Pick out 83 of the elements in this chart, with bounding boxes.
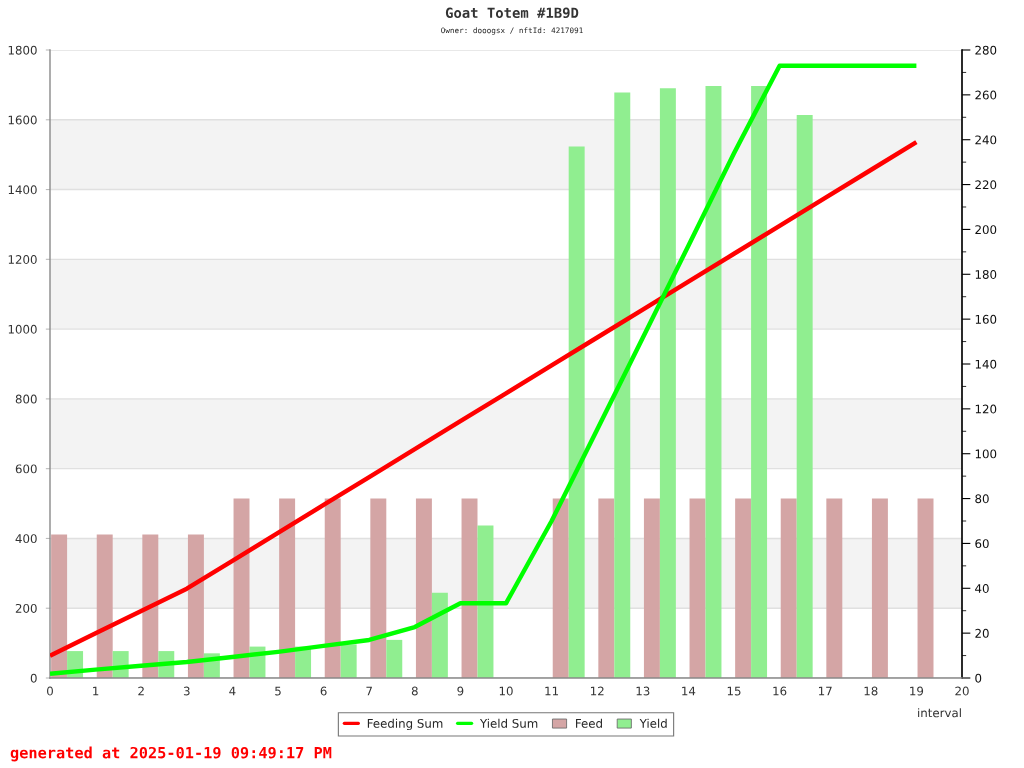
- y-tick-label: 0: [30, 673, 37, 683]
- bar: [461, 498, 478, 678]
- x-tick-label: 8: [411, 686, 418, 696]
- y2-tick-label: 160: [975, 314, 997, 324]
- y-tick-label: 1000: [8, 324, 37, 334]
- x-tick-label: 11: [545, 686, 559, 696]
- bar: [659, 88, 676, 678]
- bar: [705, 85, 722, 678]
- legend-label: Yield: [639, 718, 667, 728]
- y-tick-label: 1600: [8, 115, 37, 125]
- x-tick-label: 6: [320, 686, 327, 696]
- bar: [796, 115, 813, 678]
- y2-tick-label: 260: [975, 90, 997, 100]
- bar: [643, 498, 660, 678]
- x-tick-label: 10: [499, 686, 513, 696]
- bar: [279, 498, 296, 678]
- y2-tick-label: 20: [975, 628, 989, 638]
- y2-tick-label: 280: [975, 45, 997, 55]
- line-series: [50, 63, 919, 677]
- bar: [751, 85, 768, 678]
- bar: [871, 498, 888, 678]
- bar: [340, 644, 357, 678]
- bar: [370, 498, 387, 678]
- bar: [552, 498, 569, 678]
- legend-label: Feeding Sum: [367, 718, 443, 731]
- y-tick-label: 800: [15, 394, 37, 404]
- x-tick-label: 9: [457, 686, 464, 696]
- x-tick-label: 5: [275, 686, 281, 696]
- bar: [689, 498, 706, 678]
- bar: [415, 498, 432, 678]
- y2-tick-label: 200: [975, 225, 997, 235]
- x-tick-label: 2: [138, 686, 144, 696]
- x-tick-label: 16: [773, 686, 787, 696]
- x-tick-label: 13: [636, 686, 650, 696]
- y-tick-label: 600: [15, 464, 37, 474]
- x-tick-label: 14: [682, 686, 696, 696]
- y-tick-label: 1200: [8, 255, 37, 264]
- x-tick-label: 0: [47, 686, 53, 696]
- y-tick-label: 200: [15, 603, 37, 613]
- y2-tick-label: 180: [975, 270, 997, 279]
- y2-tick-label: 140: [975, 359, 997, 369]
- x-tick-label: 18: [864, 686, 878, 696]
- bar: [96, 534, 113, 678]
- bar: [51, 534, 68, 678]
- y2-tick-label: 80: [975, 494, 989, 504]
- x-tick-label: 4: [229, 686, 236, 696]
- x-axis-title: interval: [918, 708, 961, 718]
- x-tick-label: 19: [910, 686, 924, 696]
- bar: [568, 146, 585, 678]
- bar: [324, 498, 341, 678]
- bar: [917, 498, 934, 678]
- text: generated at 2025-01-19 09:49:17 PM: [10, 746, 332, 762]
- x-tick-label: 17: [818, 686, 832, 696]
- y2-tick-label: 60: [975, 539, 989, 549]
- bar: [142, 534, 159, 678]
- y-tick-label: 400: [15, 534, 37, 544]
- x-tick-label: 3: [183, 686, 190, 696]
- y-tick-label: 1400: [8, 185, 37, 195]
- x-tick-label: 1: [93, 686, 99, 696]
- x-tick-label: 15: [727, 686, 741, 696]
- bar: [477, 525, 494, 678]
- x-tick-label: 7: [366, 686, 372, 696]
- legend-label: Feed: [576, 718, 602, 728]
- y2-tick-label: 40: [975, 584, 989, 593]
- y2-tick-label: 220: [975, 180, 997, 190]
- line-series: [50, 139, 919, 658]
- bar: [598, 498, 615, 678]
- y2-tick-label: 240: [975, 135, 997, 145]
- y-tick-label: 1800: [8, 45, 37, 55]
- bar: [386, 639, 403, 678]
- legend-label: Yield Sum: [479, 718, 538, 728]
- x-tick-label: 12: [590, 686, 604, 696]
- bar: [780, 498, 797, 678]
- bar: [735, 498, 752, 678]
- y2-tick-label: 120: [975, 404, 997, 414]
- bar: [187, 534, 204, 678]
- chart-title: Goat Totem #1B9D: [445, 7, 579, 19]
- bar: [431, 592, 448, 678]
- bar: [614, 92, 631, 678]
- bar: [826, 498, 843, 678]
- x-tick-label: 20: [955, 686, 969, 696]
- y2-tick-label: 100: [975, 449, 997, 459]
- y2-tick-label: 0: [975, 673, 982, 683]
